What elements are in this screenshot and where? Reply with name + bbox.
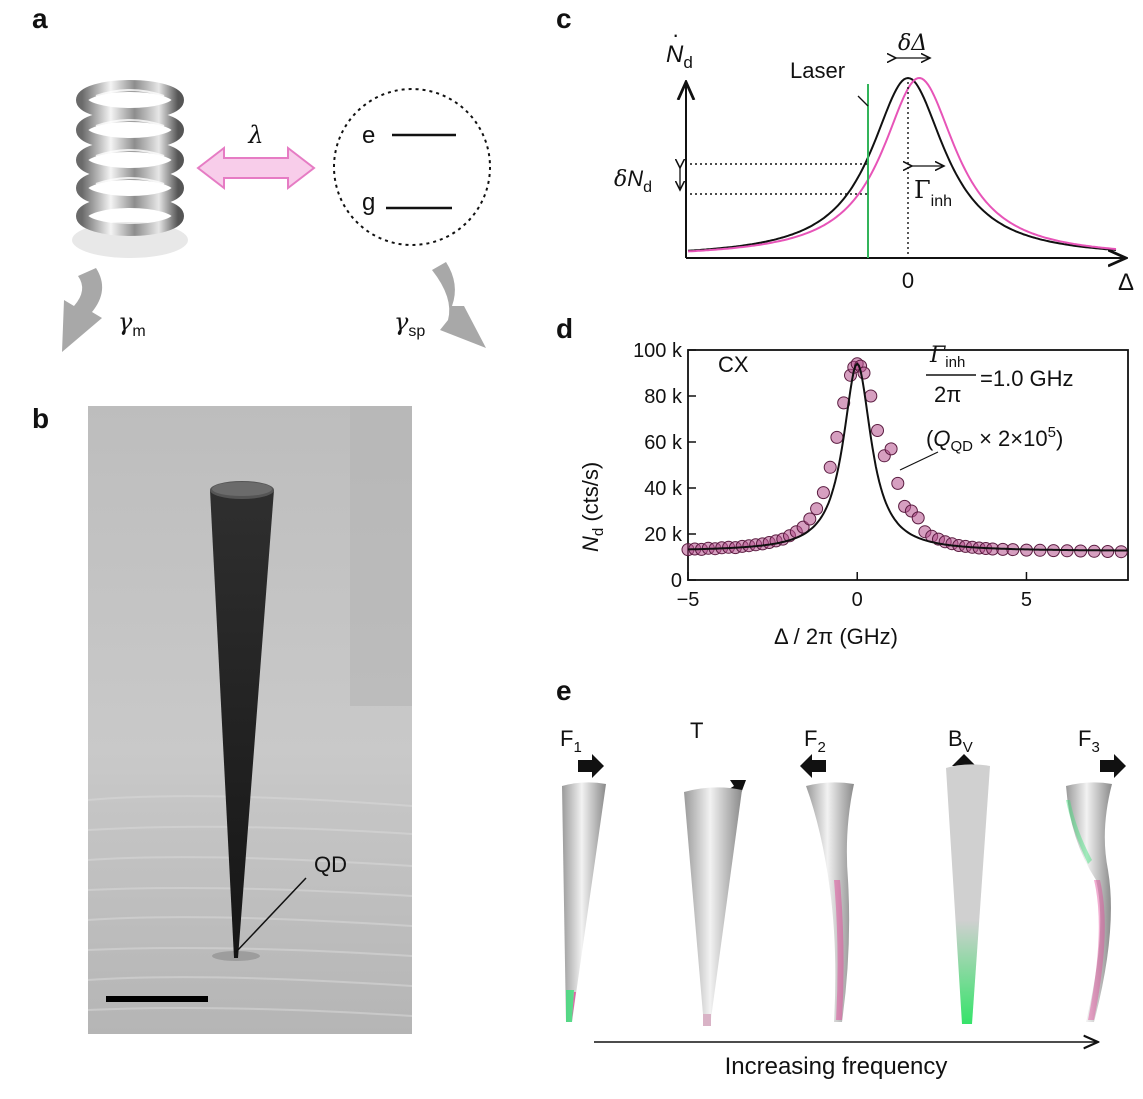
qd-label: QD bbox=[314, 852, 347, 877]
mode-label-t: T bbox=[690, 718, 703, 743]
c-curve-black bbox=[687, 76, 1117, 252]
d-q-annotation: (QQD × 2×105) bbox=[926, 424, 1063, 455]
c-ylabel-dot: · bbox=[672, 22, 679, 47]
sem-micrograph bbox=[87, 406, 413, 1034]
f1-motion-arrow bbox=[578, 754, 604, 778]
d-y-label: Nd (cts/s) bbox=[578, 462, 607, 552]
c-dN-label: δNd bbox=[614, 166, 652, 196]
c-laser-pointer bbox=[857, 95, 869, 107]
panel-label-c: c bbox=[556, 3, 572, 34]
panel-a: a λ bbox=[32, 3, 491, 352]
d-fit-line bbox=[688, 362, 1128, 552]
d-cx-label: CX bbox=[718, 352, 749, 377]
panel-label-a: a bbox=[32, 3, 48, 34]
d-plot-frame bbox=[687, 349, 1129, 581]
c-curve-pink bbox=[687, 76, 1117, 253]
d-data-point bbox=[823, 460, 837, 474]
mode-shape-f2 bbox=[806, 782, 854, 1022]
mode-label-bv: BV bbox=[948, 726, 973, 756]
d-y-tick-label: 40 k bbox=[644, 478, 683, 500]
c-shift-label: δΔ bbox=[898, 31, 927, 56]
frequency-caption: Increasing frequency bbox=[725, 1053, 948, 1080]
d-data-point bbox=[837, 396, 851, 410]
d-data-point bbox=[911, 511, 925, 525]
d-y-tick-label: 80 k bbox=[644, 386, 683, 408]
d-data-point bbox=[884, 442, 898, 456]
mode-label-f1: F1 bbox=[560, 726, 582, 756]
d-data-point bbox=[830, 430, 844, 444]
f2-motion-arrow bbox=[800, 754, 826, 778]
panel-label-d: d bbox=[556, 313, 573, 344]
d-x-tick-label: 5 bbox=[1021, 589, 1032, 611]
d-y-tick-label: 60 k bbox=[644, 432, 683, 454]
d-data-point bbox=[803, 512, 817, 526]
d-x-label: Δ / 2π (GHz) bbox=[774, 624, 898, 649]
d-data-point bbox=[816, 486, 830, 500]
c-laser-label: Laser bbox=[790, 58, 845, 83]
d-gamma-denominator: 2π bbox=[934, 382, 961, 407]
d-gamma-value: =1.0 GHz bbox=[980, 366, 1074, 391]
d-data-point bbox=[864, 389, 878, 403]
panel-e: e F1 T F2 BV F3 bbox=[556, 675, 1126, 1080]
d-y-tick-label: 0 bbox=[671, 570, 682, 592]
spontaneous-decay-arrow bbox=[432, 262, 486, 348]
c-width-label: Γinh bbox=[914, 176, 952, 210]
mode-shape-bv bbox=[946, 764, 990, 1024]
d-data-point bbox=[871, 424, 884, 437]
panel-label-e: e bbox=[556, 675, 572, 706]
mode-label-f2: F2 bbox=[804, 726, 826, 756]
d-y-tick-label: 20 k bbox=[644, 524, 683, 546]
panel-c: c Nd · Laser δNd δΔ Γinh 0 Δ bbox=[556, 3, 1134, 296]
d-gamma-numerator: Γinh bbox=[929, 343, 965, 371]
coupling-double-arrow bbox=[196, 145, 316, 191]
d-x-tick-label: −5 bbox=[677, 589, 700, 611]
two-level-system: e g bbox=[333, 88, 491, 246]
d-data-point bbox=[1101, 545, 1115, 558]
mechanical-decay-arrow bbox=[62, 268, 103, 352]
c-x-label: Δ bbox=[1118, 269, 1134, 296]
d-data-point bbox=[891, 476, 905, 490]
f3-motion-arrow bbox=[1100, 754, 1126, 778]
gamma-m-label: γm bbox=[118, 308, 146, 340]
gamma-sp-label: γsp bbox=[394, 308, 425, 340]
mode-label-f3: F3 bbox=[1078, 726, 1100, 756]
d-annotation-pointer bbox=[899, 451, 939, 471]
mode-shape-f1 bbox=[562, 782, 606, 1022]
d-x-tick-label: 0 bbox=[852, 589, 863, 611]
mode-shape-t bbox=[684, 787, 742, 1026]
panel-b: b QD bbox=[32, 403, 413, 1034]
c-x-tick-zero: 0 bbox=[902, 268, 914, 293]
d-data-point bbox=[810, 502, 824, 516]
excited-state-label: e bbox=[362, 122, 375, 149]
qd-pointer-line bbox=[235, 877, 307, 953]
d-y-tick-label: 100 k bbox=[633, 340, 683, 362]
d-data-point bbox=[1114, 545, 1128, 559]
mode-shape-f3 bbox=[1066, 782, 1112, 1022]
d-data-points bbox=[681, 357, 1128, 559]
c-y-label: Nd bbox=[666, 41, 693, 72]
ground-state-label: g bbox=[362, 189, 375, 216]
panel-label-b: b bbox=[32, 403, 49, 434]
coupling-label: λ bbox=[247, 121, 263, 149]
spring-illustration bbox=[72, 80, 188, 258]
